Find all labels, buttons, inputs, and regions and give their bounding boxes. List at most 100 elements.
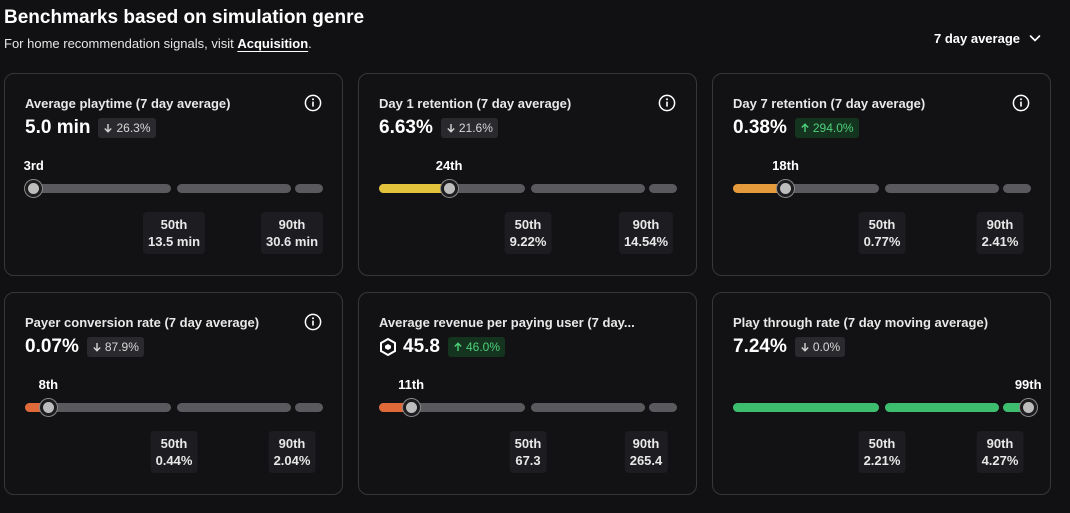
metric-value: 45.8: [379, 336, 440, 358]
p50-value: 13.5 min: [147, 234, 201, 249]
percentile-marker: [39, 399, 57, 416]
percentile-fill: [25, 403, 49, 412]
p90-tick: 90th 4.27%: [976, 431, 1024, 473]
p50-tick: 50th 67.3: [509, 431, 547, 473]
benchmark-card: Payer conversion rate (7 day average) 0.…: [4, 292, 343, 495]
card-title: Day 7 retention (7 day average): [733, 96, 926, 111]
card-title: Play through rate (7 day moving average): [733, 315, 989, 330]
metric-value-text: 45.8: [403, 336, 440, 357]
percentile-marker: [1019, 399, 1037, 416]
arrow-down-icon: [447, 124, 455, 133]
metric-value: 0.07%: [25, 336, 79, 358]
percentile-track-segment: [379, 403, 525, 412]
percentile-track-segment: [531, 184, 645, 193]
page-subtitle: For home recommendation signals, visit A…: [4, 36, 312, 51]
percentile-marker: [440, 180, 458, 197]
percentile-fill: [1003, 403, 1029, 412]
percentile-track-segment: [649, 184, 677, 193]
p90-label: 90th: [986, 217, 1014, 232]
benchmark-card: Play through rate (7 day moving average)…: [712, 292, 1051, 495]
p50-tick: 50th 9.22%: [504, 212, 552, 254]
percentile-fill: [885, 403, 999, 412]
metric-value-text: 5.0 min: [25, 117, 91, 138]
p50-label: 50th: [514, 436, 542, 451]
p90-value: 14.54%: [623, 234, 669, 249]
value-row: 0.38% 294.0%: [733, 117, 859, 139]
p50-value: 9.22%: [509, 234, 547, 249]
rank-label: 3rd: [23, 158, 44, 173]
percentile-marker: [25, 180, 43, 197]
p90-tick: 90th 2.04%: [268, 431, 316, 473]
arrow-up-icon: [454, 342, 462, 351]
benchmark-card: Average revenue per paying user (7 day..…: [358, 292, 697, 495]
percentile-track-segment: [25, 184, 171, 193]
delta-value: 46.0%: [465, 340, 501, 354]
acquisition-link[interactable]: Acquisition: [237, 36, 309, 51]
benchmark-card: Day 7 retention (7 day average) 0.38% 29…: [712, 73, 1051, 276]
p50-value: 2.21%: [863, 453, 901, 468]
delta-value: 294.0%: [812, 121, 854, 135]
page-title: Benchmarks based on simulation genre: [4, 7, 365, 28]
rank-label: 99th: [1014, 377, 1042, 392]
value-row: 45.8 46.0%: [379, 336, 506, 358]
arrow-up-icon: [801, 123, 809, 132]
percentile-track-segment: [733, 184, 879, 193]
rank-label: 24th: [435, 158, 463, 173]
p50-tick: 50th 2.21%: [858, 431, 906, 473]
p90-tick: 90th 30.6 min: [260, 212, 324, 254]
info-icon[interactable]: [658, 94, 676, 112]
p50-label: 50th: [868, 436, 896, 451]
metric-value: 7.24%: [733, 336, 787, 358]
delta-badge: 0.0%: [794, 337, 846, 357]
subtitle-text: For home recommendation signals, visit: [4, 36, 238, 51]
percentile-track-segment: [25, 403, 171, 412]
delta-value: 87.9%: [104, 340, 139, 354]
delta-badge: 26.3%: [98, 118, 156, 138]
p50-tick: 50th 0.44%: [150, 431, 198, 473]
p90-value: 265.4: [629, 453, 663, 468]
arrow-down-icon: [104, 124, 113, 133]
percentile-fill: [379, 403, 412, 412]
percentile-fill: [733, 184, 786, 193]
value-row: 0.07% 87.9%: [25, 336, 144, 358]
metric-value-text: 0.38%: [733, 117, 787, 138]
delta-badge: 294.0%: [794, 118, 859, 138]
metric-value: 6.63%: [379, 117, 433, 139]
subtitle-period: .: [308, 36, 312, 51]
p90-label: 90th: [632, 436, 660, 451]
info-icon[interactable]: [304, 313, 322, 331]
percentile-track-segment: [177, 403, 291, 412]
metric-value-text: 0.07%: [25, 336, 79, 357]
p90-label: 90th: [986, 436, 1014, 451]
info-icon[interactable]: [304, 94, 322, 112]
percentile-marker: [777, 180, 795, 197]
metric-value: 0.38%: [733, 117, 787, 139]
percentile-track-segment: [295, 403, 323, 412]
card-title: Average revenue per paying user (7 day..…: [379, 315, 635, 330]
delta-badge: 46.0%: [447, 337, 506, 357]
p50-value: 0.77%: [863, 234, 901, 249]
percentile-track-segment: [295, 184, 323, 193]
percentile-track-segment: [885, 184, 999, 193]
benchmark-card: Average playtime (7 day average) 5.0 min…: [4, 73, 343, 276]
arrow-down-icon: [801, 343, 809, 352]
metric-value: 5.0 min: [25, 117, 90, 139]
delta-value: 0.0%: [812, 340, 841, 354]
chevron-down-icon: [1029, 35, 1041, 42]
p50-tick: 50th 13.5 min: [142, 212, 206, 254]
p90-value: 4.27%: [981, 453, 1019, 468]
p50-label: 50th: [514, 217, 542, 232]
p90-value: 2.41%: [981, 234, 1019, 249]
p90-label: 90th: [278, 436, 306, 451]
delta-badge: 21.6%: [440, 118, 498, 138]
delta-value: 26.3%: [116, 121, 151, 135]
p50-label: 50th: [160, 436, 188, 451]
percentile-fill: [379, 184, 450, 193]
percentile-track-segment: [177, 184, 291, 193]
benchmark-card: Day 1 retention (7 day average) 6.63% 21…: [358, 73, 697, 276]
p90-value: 30.6 min: [265, 234, 319, 249]
info-icon[interactable]: [1012, 94, 1030, 112]
value-row: 6.63% 21.6%: [379, 117, 498, 139]
period-select[interactable]: 7 day average: [918, 27, 1042, 49]
rank-label: 18th: [772, 158, 799, 173]
